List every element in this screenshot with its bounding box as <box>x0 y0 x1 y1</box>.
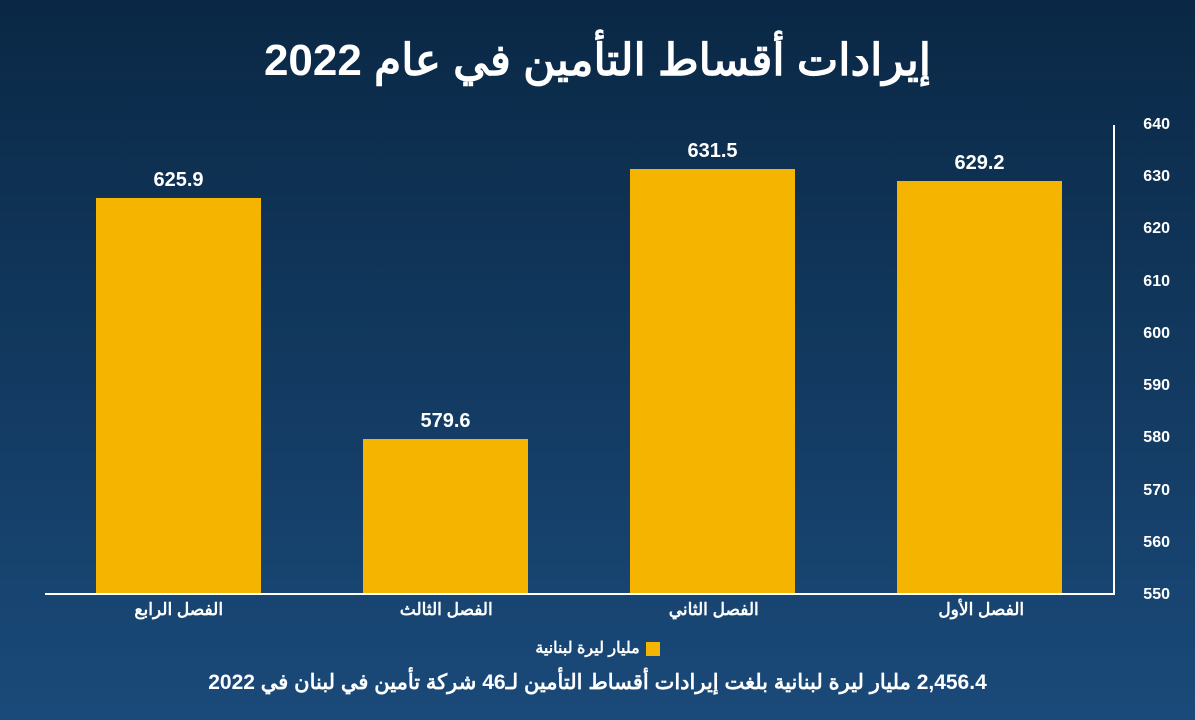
plot-area: 625.9 579.6 631.5 629.2 <box>45 125 1115 595</box>
x-axis-label: الفصل الرابع <box>45 600 313 620</box>
bar-group: 579.6 <box>312 125 579 593</box>
y-axis: 550560570580590600610620630640 <box>1120 125 1170 595</box>
y-tick: 580 <box>1120 429 1170 447</box>
y-tick: 610 <box>1120 273 1170 291</box>
bar-group: 629.2 <box>846 125 1113 593</box>
chart-container: 625.9579.6631.5629.2 5505605705805906006… <box>45 125 1115 625</box>
y-tick: 560 <box>1120 534 1170 552</box>
y-tick: 600 <box>1120 325 1170 343</box>
legend-label: مليار ليرة لبنانية <box>535 640 639 657</box>
y-tick: 640 <box>1120 116 1170 134</box>
bar-group: 631.5 <box>579 125 846 593</box>
x-axis-label: الفصل الأول <box>848 600 1116 620</box>
y-tick: 550 <box>1120 586 1170 604</box>
bar-value-label: 629.2 <box>954 152 1004 175</box>
y-tick: 590 <box>1120 377 1170 395</box>
bar-value-label: 625.9 <box>153 169 203 192</box>
bar <box>897 181 1063 593</box>
footer-text: 2,456.4 مليار ليرة لبنانية بلغت إيرادات … <box>0 670 1195 695</box>
bar <box>630 169 796 593</box>
x-axis-label: الفصل الثالث <box>313 600 581 620</box>
y-tick: 570 <box>1120 482 1170 500</box>
bar <box>96 198 262 593</box>
bar-value-label: 579.6 <box>420 410 470 433</box>
y-tick: 620 <box>1120 220 1170 238</box>
bar-group: 625.9 <box>45 125 312 593</box>
bar-value-label: 631.5 <box>687 140 737 163</box>
bar <box>363 439 529 593</box>
legend-swatch <box>646 642 660 656</box>
x-axis-labels: الفصل الرابعالفصل الثالثالفصل الثانيالفص… <box>45 595 1115 625</box>
chart-title: إيرادات أقساط التأمين في عام 2022 <box>0 0 1195 106</box>
bars-row: 625.9 579.6 631.5 629.2 <box>45 125 1113 593</box>
legend: مليار ليرة لبنانية <box>0 638 1195 658</box>
x-axis-label: الفصل الثاني <box>580 600 848 620</box>
y-tick: 630 <box>1120 168 1170 186</box>
